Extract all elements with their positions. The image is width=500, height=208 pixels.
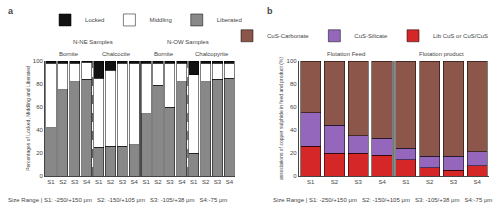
svg-text:S4: S4 [378, 179, 386, 185]
svg-text:a: a [8, 6, 14, 16]
svg-text:Size Range | S1: -250/+150 μm: Size Range | S1: -250/+150 μm S2: -150/+… [8, 197, 227, 203]
svg-text:Chalcocite: Chalcocite [102, 51, 131, 57]
svg-text:S3: S3 [450, 179, 458, 185]
svg-text:Flotation product: Flotation product [419, 51, 464, 57]
svg-text:S2: S2 [154, 179, 162, 185]
svg-text:S1: S1 [47, 179, 55, 185]
svg-text:S4: S4 [474, 179, 482, 185]
svg-text:Lib CuS or CuS/CuS: Lib CuS or CuS/CuS [433, 33, 488, 39]
svg-text:40: 40 [36, 127, 43, 133]
svg-text:S3: S3 [355, 179, 363, 185]
svg-text:S2: S2 [59, 179, 67, 185]
svg-text:S3: S3 [119, 179, 127, 185]
svg-text:Bornite: Bornite [59, 51, 79, 57]
svg-text:Liberated: Liberated [217, 17, 242, 23]
svg-text:S1: S1 [95, 179, 103, 185]
svg-text:N-OW Samples: N-OW Samples [167, 39, 209, 45]
svg-text:Bornite: Bornite [154, 51, 174, 57]
svg-text:S4: S4 [131, 179, 139, 185]
svg-text:S1: S1 [402, 179, 410, 185]
svg-text:CuS-Carbonate: CuS-Carbonate [267, 33, 309, 39]
svg-text:0: 0 [39, 173, 43, 179]
svg-text:S1: S1 [307, 179, 315, 185]
svg-text:CuS-Silicate: CuS-Silicate [354, 33, 388, 39]
svg-text:S4: S4 [83, 179, 91, 185]
svg-text:Middling: Middling [149, 17, 171, 23]
svg-text:S2: S2 [202, 179, 210, 185]
svg-text:80: 80 [36, 81, 43, 87]
svg-text:60: 60 [290, 104, 297, 110]
svg-text:0: 0 [293, 173, 297, 179]
svg-text:S3: S3 [71, 179, 79, 185]
svg-text:S2: S2 [107, 179, 115, 185]
svg-text:Size Range | S1: -250/+150 μm: Size Range | S1: -250/+150 μm S2: -150/+… [273, 197, 492, 203]
svg-text:S2: S2 [426, 179, 434, 185]
svg-text:20: 20 [36, 150, 43, 156]
svg-text:S1: S1 [190, 179, 198, 185]
svg-text:Percentages of Locked, Middlin: Percentages of Locked, Middling and Libe… [25, 66, 31, 171]
svg-text:Flotation Feed: Flotation Feed [327, 51, 365, 57]
svg-text:100: 100 [33, 58, 44, 64]
svg-text:S3: S3 [166, 179, 174, 185]
svg-text:S4: S4 [226, 179, 234, 185]
svg-text:Locked: Locked [85, 17, 104, 23]
svg-text:100: 100 [287, 58, 298, 64]
svg-text:S1: S1 [142, 179, 150, 185]
svg-text:N-NE Samples: N-NE Samples [73, 39, 113, 45]
svg-text:Chalcopyrite: Chalcopyrite [195, 51, 229, 57]
svg-text:S3: S3 [214, 179, 222, 185]
svg-text:S2: S2 [331, 179, 339, 185]
svg-text:associations of copper sulphid: associations of copper sulphide in feed … [278, 57, 284, 180]
svg-text:80: 80 [290, 81, 297, 87]
svg-text:60: 60 [36, 104, 43, 110]
svg-text:40: 40 [290, 127, 297, 133]
svg-text:20: 20 [290, 150, 297, 156]
svg-text:b: b [267, 6, 273, 16]
svg-text:S4: S4 [178, 179, 186, 185]
